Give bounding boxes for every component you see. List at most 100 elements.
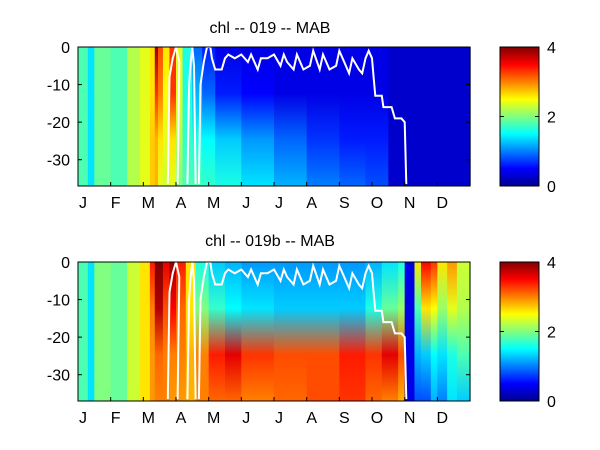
mixed-layer-line — [166, 261, 181, 400]
heatmap-cell — [94, 47, 112, 186]
heatmap-cell — [154, 47, 159, 186]
chart-panel-bottom: chl -- 019b -- MAB J F M A M J J A S O N D 0 -10 -20 -… — [47, 233, 556, 427]
y-axis-ticks: 0 -10 -20 -30 — [47, 255, 470, 385]
heatmap-cell — [162, 47, 171, 186]
x-tick-label: J — [275, 195, 283, 212]
y-tick-label: -30 — [47, 368, 70, 385]
x-tick-label: M — [207, 195, 220, 212]
colorbar-tick-label: 4 — [547, 255, 556, 272]
heatmap-cell — [154, 262, 164, 401]
heatmap-cell — [447, 262, 458, 401]
heatmap-cell — [339, 47, 367, 186]
heatmap-cell — [87, 47, 95, 186]
colorbar-ticks: 0 2 4 — [500, 255, 556, 411]
x-tick-label: S — [339, 195, 350, 212]
y-tick-label: -30 — [47, 153, 70, 170]
heatmap-cell — [78, 262, 89, 401]
heatmap-cell — [110, 262, 128, 401]
heatmap-cell — [127, 47, 141, 186]
heatmap-cell — [202, 47, 216, 186]
colorbar-gradient — [499, 46, 540, 187]
x-tick-label: D — [437, 410, 449, 427]
x-tick-label: F — [111, 195, 121, 212]
heatmap-cell — [185, 262, 197, 401]
colorbar-gradient — [499, 261, 540, 402]
heatmap-cell — [140, 262, 151, 401]
heatmap-cell — [78, 47, 89, 186]
heatmap-cell — [140, 47, 151, 186]
heatmap-cell — [176, 47, 184, 186]
heatmap-cell — [381, 262, 399, 401]
x-tick-label: F — [111, 410, 121, 427]
mixed-layer-lines — [166, 261, 408, 400]
heatmap-cell — [306, 47, 340, 186]
heatmap-cell — [162, 262, 171, 401]
heatmap-cell — [169, 262, 177, 401]
x-tick-label: J — [242, 410, 250, 427]
heatmap-cell — [274, 262, 308, 401]
heatmap-cell — [456, 262, 471, 401]
x-tick-label: J — [242, 195, 250, 212]
heatmap-cell — [94, 262, 112, 401]
chart-title: chl -- 019b -- MAB — [205, 233, 335, 250]
colorbar-tick-label: 2 — [547, 110, 556, 127]
heatmap-cell — [215, 47, 242, 186]
heatmap-cell — [225, 262, 242, 401]
y-tick-label: -20 — [47, 330, 70, 347]
heatmap-cell — [365, 262, 383, 401]
chart-panel-top: chl -- 019 -- MAB J F M A M J J A S O N D 0 -10 -20 -3… — [47, 20, 556, 212]
heatmap-cell — [127, 262, 141, 401]
heatmap-cell — [149, 262, 156, 401]
heatmap-cell — [192, 47, 203, 186]
heatmap-cell — [110, 47, 128, 186]
x-tick-label: A — [306, 410, 317, 427]
heatmap-cell — [430, 262, 438, 401]
chart-title: chl -- 019 -- MAB — [210, 20, 331, 37]
y-tick-label: -10 — [47, 293, 70, 310]
heatmap-cell — [176, 262, 187, 401]
x-tick-label: A — [176, 410, 187, 427]
heatmap-area — [78, 47, 471, 186]
heatmap-cell — [149, 47, 156, 186]
heatmap-area — [78, 262, 471, 401]
mixed-layer-line — [197, 46, 408, 185]
heatmap-cell — [437, 262, 448, 401]
mixed-layer-line — [166, 46, 181, 185]
mixed-layer-line — [186, 261, 197, 400]
colorbar-tick-label: 0 — [547, 179, 556, 196]
x-tick-label: D — [437, 195, 449, 212]
heatmap-cell — [414, 262, 422, 401]
heatmap-cell — [404, 262, 416, 401]
x-tick-label: A — [176, 195, 187, 212]
x-tick-label: N — [404, 195, 416, 212]
colorbar: 0 2 4 — [499, 40, 556, 196]
y-axis-ticks: 0 -10 -20 -30 — [47, 40, 470, 170]
x-tick-label: J — [79, 195, 87, 212]
y-tick-label: -20 — [47, 115, 70, 132]
heatmap-cell — [208, 262, 226, 401]
x-tick-label: N — [404, 410, 416, 427]
heatmap-cell — [274, 47, 308, 186]
x-tick-label: M — [142, 195, 155, 212]
x-tick-label: S — [339, 410, 350, 427]
y-tick-label: 0 — [61, 255, 70, 272]
mixed-layer-line — [186, 46, 197, 185]
x-tick-label: O — [371, 410, 383, 427]
heatmap-cell — [365, 47, 389, 186]
heatmap-cell — [398, 262, 406, 401]
colorbar: 0 2 4 — [499, 255, 556, 411]
x-tick-label: A — [306, 195, 317, 212]
heatmap-cell — [87, 262, 95, 401]
heatmap-cell — [421, 262, 432, 401]
heatmap-cell — [169, 47, 177, 186]
colorbar-tick-label: 2 — [547, 325, 556, 342]
colorbar-tick-label: 0 — [547, 394, 556, 411]
heatmap-cell — [388, 47, 471, 186]
y-tick-label: 0 — [61, 40, 70, 57]
mixed-layer-lines — [166, 46, 408, 185]
x-tick-label: M — [207, 410, 220, 427]
heatmap-cell — [339, 262, 367, 401]
